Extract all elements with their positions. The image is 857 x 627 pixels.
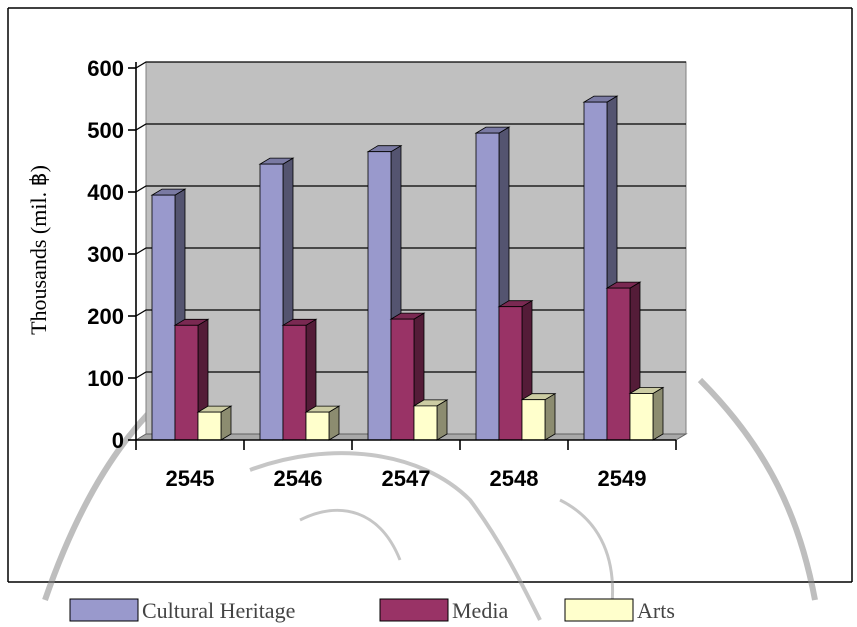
y-axis-label: Thousands (mil. ฿) bbox=[26, 165, 51, 335]
gridline bbox=[135, 123, 686, 131]
y-tick-label: 600 bbox=[87, 56, 124, 81]
legend-label: Media bbox=[452, 598, 508, 623]
bar-arts-2546 bbox=[304, 405, 341, 441]
x-tick-label: 2545 bbox=[166, 466, 215, 491]
legend-swatch bbox=[69, 598, 139, 622]
axes bbox=[128, 62, 677, 450]
bar-arts-2548 bbox=[520, 392, 557, 441]
x-tick-label: 2549 bbox=[598, 466, 647, 491]
legend: Cultural Heritage Media Arts bbox=[69, 598, 675, 623]
y-tick-labels: 0 100 200 300 400 500 600 bbox=[87, 56, 124, 453]
gridline bbox=[135, 61, 686, 69]
bar-arts-2547 bbox=[412, 399, 449, 441]
x-tick-label: 2546 bbox=[274, 466, 323, 491]
x-tick-label: 2548 bbox=[490, 466, 539, 491]
legend-label: Cultural Heritage bbox=[142, 598, 295, 623]
bar-arts-2545 bbox=[196, 405, 233, 441]
x-tick-labels: 2545 2546 2547 2548 2549 bbox=[166, 466, 647, 491]
y-tick-label: 200 bbox=[87, 304, 124, 329]
y-tick-label: 300 bbox=[87, 242, 124, 267]
legend-label: Arts bbox=[637, 598, 675, 623]
legend-swatch bbox=[564, 598, 634, 622]
y-tick-label: 100 bbox=[87, 366, 124, 391]
legend-item-media: Media bbox=[379, 598, 508, 623]
bar-media-2546 bbox=[281, 318, 318, 441]
x-tick-label: 2547 bbox=[382, 466, 431, 491]
y-tick-label: 400 bbox=[87, 180, 124, 205]
y-tick-label: 0 bbox=[112, 428, 124, 453]
bars bbox=[150, 95, 665, 441]
bar-arts-2549 bbox=[628, 386, 665, 441]
y-tick-label: 500 bbox=[87, 118, 124, 143]
legend-item-cultural-heritage: Cultural Heritage bbox=[69, 598, 295, 623]
legend-item-arts: Arts bbox=[564, 598, 675, 623]
legend-swatch bbox=[379, 598, 449, 622]
